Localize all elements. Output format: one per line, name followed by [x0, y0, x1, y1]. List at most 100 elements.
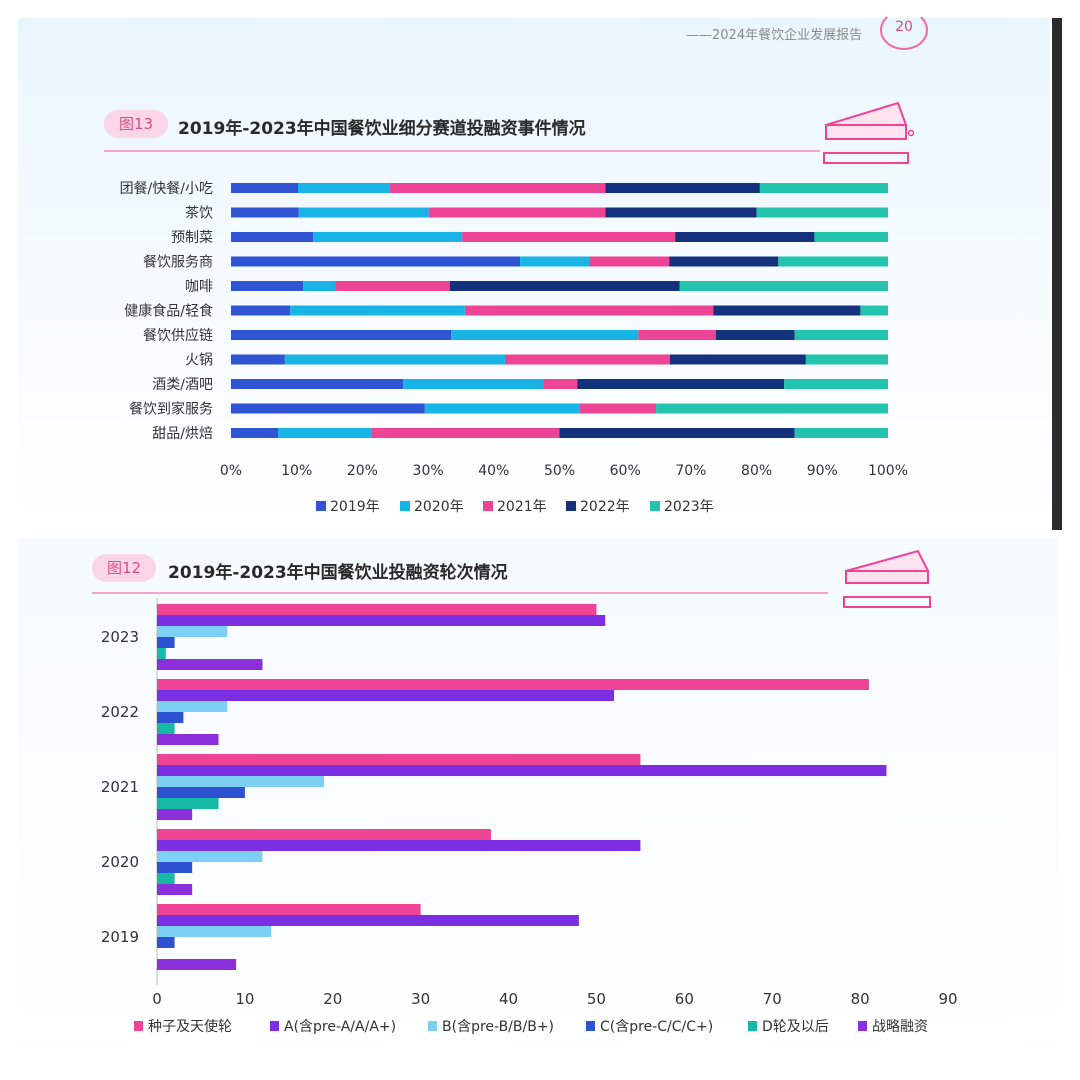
category-label: 餐饮服务商: [143, 255, 213, 271]
bar-segment: [656, 403, 888, 414]
bar-segment: [679, 281, 888, 291]
bar-segment: [231, 330, 452, 340]
figure13-tag: 图13: [104, 110, 168, 138]
report-header: ——2024年餐饮企业发展报告: [686, 28, 863, 43]
bar: [157, 873, 175, 884]
bar: [157, 840, 641, 851]
category-label: 2019: [101, 928, 139, 946]
bar: [157, 637, 175, 648]
bar-segment: [462, 232, 676, 242]
x-tick-label: 30%: [413, 463, 444, 479]
figure12-divider: [92, 592, 828, 594]
bar-segment: [451, 330, 639, 340]
category-label: 甜品/烘焙: [152, 426, 213, 442]
bar-segment: [794, 330, 888, 340]
bar: [157, 679, 869, 690]
legend-swatch: [428, 1021, 437, 1031]
legend-label: 2022年: [580, 499, 630, 515]
bar: [157, 615, 606, 626]
bar-segment: [605, 183, 760, 193]
bar-segment: [290, 305, 465, 316]
bar: [157, 915, 579, 926]
bar-segment: [231, 232, 314, 242]
bar-segment: [605, 207, 757, 218]
x-tick-label: 70%: [675, 463, 706, 479]
bar: [157, 798, 219, 809]
bar-segment: [814, 232, 888, 242]
x-tick-label: 60%: [610, 463, 641, 479]
x-tick-label: 20: [323, 990, 342, 1008]
legend-label: 2021年: [497, 499, 547, 515]
bar-segment: [805, 354, 888, 365]
bar-segment: [313, 232, 463, 242]
legend-swatch: [270, 1021, 279, 1031]
x-tick-label: 90%: [807, 463, 838, 479]
bar-segment: [284, 354, 505, 365]
legend-swatch: [483, 501, 493, 511]
bar-segment: [715, 330, 795, 340]
x-tick-label: 80: [851, 990, 870, 1008]
category-label: 2023: [101, 628, 139, 646]
bar-segment: [504, 354, 670, 365]
figure13-divider: [104, 150, 820, 152]
bar: [157, 754, 641, 765]
bar-segment: [559, 428, 795, 438]
bar-segment: [589, 256, 670, 267]
legend-swatch: [748, 1021, 757, 1031]
bar-segment: [231, 403, 425, 414]
legend-swatch: [400, 501, 410, 511]
bar-segment: [231, 281, 304, 291]
page-edge: [1052, 18, 1062, 530]
bar: [157, 734, 219, 745]
bar: [157, 648, 166, 659]
x-tick-label: 50%: [544, 463, 575, 479]
bar-segment: [794, 428, 888, 438]
bar: [157, 604, 597, 615]
bar-segment: [303, 281, 336, 291]
legend-swatch: [650, 501, 660, 511]
bar-segment: [464, 305, 714, 316]
bar: [157, 659, 263, 670]
x-tick-label: 60: [675, 990, 694, 1008]
category-label: 火锅: [185, 353, 213, 369]
x-tick-label: 10: [235, 990, 254, 1008]
bar-segment: [543, 379, 578, 389]
legend-label: C(含pre-C/C/C+): [600, 1019, 713, 1035]
legend-label: 2020年: [414, 499, 464, 515]
bar-segment: [335, 281, 450, 291]
bar-segment: [778, 256, 888, 267]
bar-segment: [231, 428, 279, 438]
figure12-tag: 图12: [92, 554, 156, 582]
bar-segment: [579, 403, 657, 414]
category-label: 预制菜: [171, 230, 213, 246]
bar: [157, 959, 237, 970]
bar-segment: [428, 207, 606, 218]
bar: [157, 862, 193, 873]
bar-segment: [403, 379, 544, 389]
figure12-grouped-bar-chart: 2023 2022 2021 2020 2019 0 10 20 30 40 50 60 70 80 90 种…: [101, 598, 958, 1035]
bar: [157, 904, 421, 915]
bar-segment: [784, 379, 888, 389]
bar: [157, 765, 887, 776]
bar: [157, 884, 193, 895]
bar-segment: [449, 281, 680, 291]
cake-decoration-icon: [843, 549, 931, 608]
legend-swatch: [316, 501, 326, 511]
bar-segment: [278, 428, 372, 438]
legend-label: A(含pre-A/A/A+): [284, 1019, 396, 1035]
legend-label: B(含pre-B/B/B+): [442, 1019, 554, 1035]
x-tick-label: 90: [938, 990, 957, 1008]
bar-segment: [520, 256, 590, 267]
category-label: 2021: [101, 778, 139, 796]
category-label: 餐饮到家服务: [129, 401, 213, 418]
bar-segment: [389, 183, 606, 193]
bar-segment: [860, 305, 888, 316]
legend-label: 2023年: [664, 499, 714, 515]
bar-segment: [298, 183, 390, 193]
bar: [157, 926, 272, 937]
page-number-badge: 20: [880, 10, 928, 50]
bar: [157, 809, 193, 820]
bar-segment: [638, 330, 716, 340]
x-tick-label: 30: [411, 990, 430, 1008]
bar-segment: [669, 256, 779, 267]
